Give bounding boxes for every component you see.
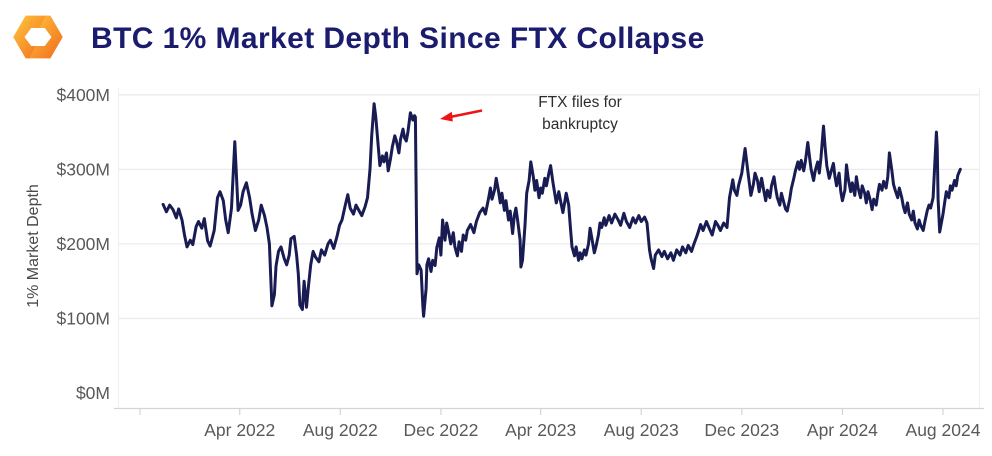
- y-tick-label: $400M: [56, 85, 110, 105]
- y-tick-label: $100M: [56, 308, 110, 328]
- x-tick-label: Aug 2023: [604, 420, 679, 440]
- x-tick-label: Dec 2023: [704, 420, 779, 440]
- x-tick-label: Apr 2024: [807, 420, 878, 440]
- header: BTC 1% Market Depth Since FTX Collapse: [0, 0, 992, 76]
- annotation-line-2: bankruptcy: [542, 116, 618, 133]
- y-axis-title: 1% Market Depth: [25, 184, 42, 308]
- x-tick-label: Apr 2022: [204, 420, 275, 440]
- depth-line-series: [161, 102, 962, 318]
- page-title: BTC 1% Market Depth Since FTX Collapse: [91, 22, 705, 55]
- y-tick-label: $300M: [56, 159, 110, 179]
- logo-piece-right: [29, 15, 63, 59]
- y-tick-label: $200M: [56, 234, 110, 254]
- y-tick-label: $0M: [76, 383, 110, 403]
- x-tick-label: Apr 2023: [505, 420, 576, 440]
- logo-piece-left: [13, 15, 47, 59]
- x-tick-label: Dec 2022: [403, 420, 478, 440]
- annotation-arrow-shaft: [449, 109, 483, 119]
- annotation: FTX files for bankruptcy: [500, 92, 660, 136]
- annotation-line-1: FTX files for: [538, 94, 622, 111]
- x-tick-label: Aug 2022: [303, 420, 378, 440]
- kaiko-logo-icon: [13, 15, 63, 59]
- annotation-arrow-head: [440, 111, 453, 122]
- x-tick-label: Aug 2024: [906, 420, 981, 440]
